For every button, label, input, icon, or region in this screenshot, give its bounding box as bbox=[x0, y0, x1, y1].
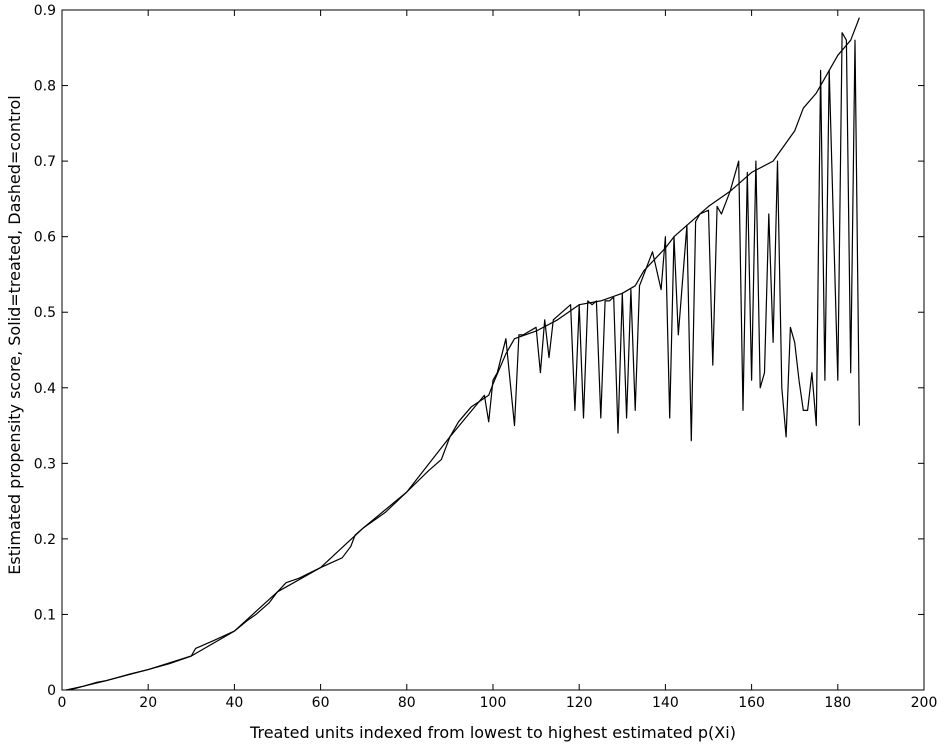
y-tick-label: 0.3 bbox=[34, 456, 56, 472]
x-tick-label: 180 bbox=[824, 695, 851, 711]
x-tick-label: 0 bbox=[58, 695, 67, 711]
y-tick-label: 0.2 bbox=[34, 532, 56, 548]
x-tick-label: 80 bbox=[398, 695, 416, 711]
y-tick-label: 0.8 bbox=[34, 79, 56, 95]
y-tick-label: 0.7 bbox=[34, 154, 56, 170]
y-tick-label: 0.9 bbox=[34, 3, 56, 19]
y-tick-label: 0 bbox=[47, 683, 56, 699]
x-tick-label: 160 bbox=[738, 695, 765, 711]
y-tick-label: 0.1 bbox=[34, 607, 56, 623]
x-tick-label: 140 bbox=[652, 695, 679, 711]
plot-frame bbox=[61, 9, 925, 691]
y-tick-label: 0.6 bbox=[34, 230, 56, 246]
x-tick-label: 20 bbox=[139, 695, 157, 711]
y-axis-label: Estimated propensity score, Solid=treate… bbox=[5, 95, 24, 574]
x-axis-ticks: 0 20 40 60 80 100 120 140 160 180 200 bbox=[58, 10, 938, 711]
x-tick-label: 100 bbox=[480, 695, 507, 711]
x-tick-label: 40 bbox=[225, 695, 243, 711]
y-tick-label: 0.5 bbox=[34, 305, 56, 321]
series-line-control bbox=[66, 32, 860, 691]
x-tick-label: 120 bbox=[566, 695, 593, 711]
y-tick-label: 0.4 bbox=[34, 381, 56, 397]
x-tick-label: 200 bbox=[911, 695, 938, 711]
y-axis-ticks: 0 0.1 0.2 0.3 0.4 0.5 0.6 0.7 0.8 0.9 bbox=[34, 3, 924, 699]
series-line-treated bbox=[66, 17, 860, 691]
series-lines bbox=[66, 17, 860, 691]
x-tick-label: 60 bbox=[312, 695, 330, 711]
x-axis-label: Treated units indexed from lowest to hig… bbox=[249, 723, 736, 742]
